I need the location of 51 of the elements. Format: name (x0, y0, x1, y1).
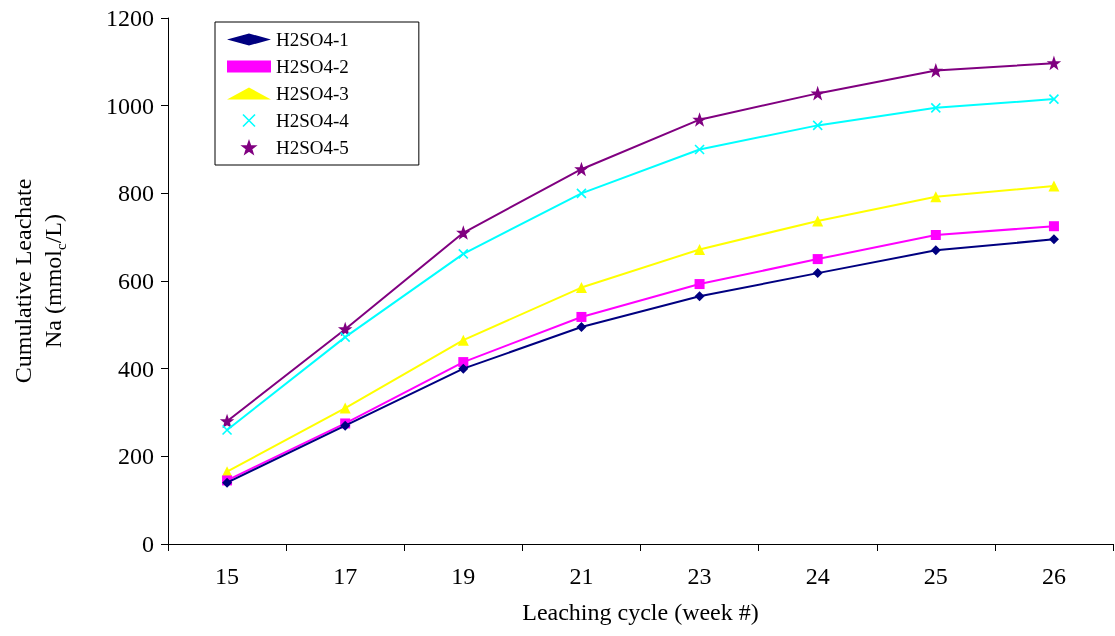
y-tick-label: 1000 (106, 92, 154, 119)
point (930, 245, 941, 256)
point (694, 243, 706, 255)
point (576, 311, 587, 322)
legend-label: H2SO4-4 (276, 110, 350, 131)
legend-label: H2SO4-3 (276, 83, 349, 104)
legend-label: H2SO4-1 (276, 29, 349, 50)
point (694, 144, 705, 155)
point (812, 254, 823, 265)
point (694, 291, 705, 302)
point (458, 363, 469, 374)
point (575, 163, 588, 176)
legend-label: H2SO4-2 (276, 56, 349, 77)
point (457, 226, 470, 239)
point (1048, 234, 1059, 245)
point (339, 331, 351, 343)
point (576, 322, 587, 333)
point (811, 87, 824, 100)
point (576, 188, 587, 199)
x-tick-label: 25 (923, 563, 948, 589)
point (221, 424, 233, 436)
x-tick-label: 24 (805, 563, 830, 589)
y-tick-label: 0 (142, 531, 154, 557)
x-tick-label: 19 (451, 563, 476, 589)
x-tick-label: 26 (1041, 563, 1066, 589)
point (930, 229, 941, 240)
x-tick-label: 17 (333, 563, 358, 589)
y-tick-label: 200 (118, 443, 154, 470)
point (457, 334, 469, 346)
point (1048, 93, 1060, 105)
x-tick-label: 23 (687, 563, 712, 589)
point (575, 282, 587, 294)
point (1048, 180, 1060, 192)
x-axis-title: Leaching cycle (week #) (522, 599, 759, 625)
x-tick-label: 21 (569, 563, 594, 589)
point (930, 191, 942, 203)
y-tick-label: 600 (118, 268, 154, 294)
point (812, 215, 824, 227)
legend-label: H2SO4-5 (276, 137, 349, 158)
point (930, 102, 942, 114)
y-tick-label: 1200 (106, 5, 154, 31)
point (812, 120, 823, 131)
point (694, 279, 705, 290)
y-tick-label: 400 (118, 355, 154, 382)
point (1048, 221, 1059, 232)
y-tick-label: 800 (118, 180, 154, 207)
point (339, 402, 351, 414)
point (458, 248, 469, 260)
point (693, 113, 706, 126)
point (812, 268, 823, 279)
x-tick-label: 15 (215, 563, 240, 589)
